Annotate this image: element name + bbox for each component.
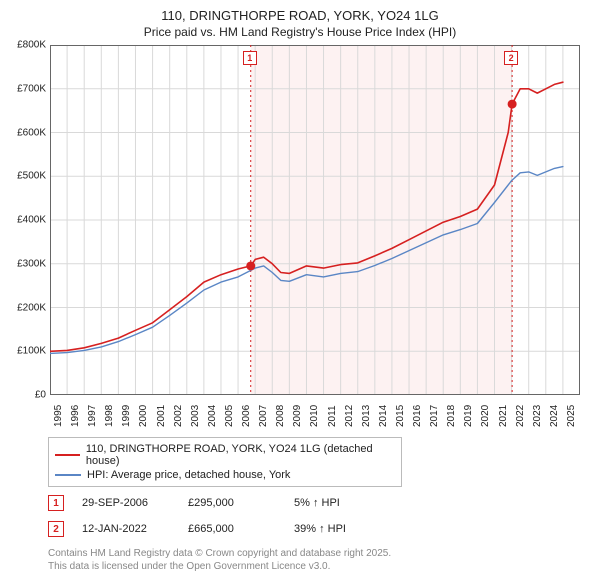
y-axis-label: £400K [17, 215, 46, 226]
page-subtitle: Price paid vs. HM Land Registry's House … [0, 23, 600, 45]
x-axis-label: 2024 [549, 405, 560, 427]
x-axis-label: 2018 [446, 405, 457, 427]
event-date: 29-SEP-2006 [82, 497, 170, 509]
x-axis-label: 2014 [378, 405, 389, 427]
x-axis-label: 2000 [138, 405, 149, 427]
x-axis-label: 2020 [480, 405, 491, 427]
y-axis-label: £300K [17, 258, 46, 269]
legend-item: HPI: Average price, detached house, York [55, 468, 395, 482]
x-axis-label: 2015 [395, 405, 406, 427]
x-axis-label: 2007 [258, 405, 269, 427]
x-axis-label: 2022 [515, 405, 526, 427]
event-date: 12-JAN-2022 [82, 523, 170, 535]
x-axis-label: 2005 [224, 405, 235, 427]
event-badge: 1 [48, 495, 64, 511]
x-axis-label: 2021 [498, 405, 509, 427]
legend-swatch [55, 474, 81, 476]
x-axis-label: 2017 [429, 405, 440, 427]
event-badge: 2 [504, 51, 518, 65]
events-table: 1 29-SEP-2006 £295,000 5% ↑ HPI 2 12-JAN-2022… [0, 493, 600, 539]
y-axis-label: £0 [35, 390, 46, 401]
legend-label: 110, DRINGTHORPE ROAD, YORK, YO24 1LG (d… [86, 443, 395, 467]
event-price: £295,000 [188, 497, 276, 509]
y-axis-label: £200K [17, 302, 46, 313]
x-axis-label: 2013 [361, 405, 372, 427]
license-line-1: Contains HM Land Registry data © Crown c… [48, 547, 600, 560]
x-axis-label: 2019 [463, 405, 474, 427]
x-axis-label: 1995 [53, 405, 64, 427]
license-text: Contains HM Land Registry data © Crown c… [48, 547, 600, 573]
page-title: 110, DRINGTHORPE ROAD, YORK, YO24 1LG [0, 0, 600, 23]
x-axis-label: 2006 [241, 405, 252, 427]
y-axis-label: £500K [17, 171, 46, 182]
event-badge: 2 [48, 521, 64, 537]
x-axis-label: 2001 [156, 405, 167, 427]
x-axis-label: 2023 [532, 405, 543, 427]
x-axis-label: 2010 [309, 405, 320, 427]
x-axis-label: 2008 [275, 405, 286, 427]
y-axis-label: £800K [17, 40, 46, 51]
x-axis-label: 1996 [70, 405, 81, 427]
chart-container: 110, DRINGTHORPE ROAD, YORK, YO24 1LG Pr… [0, 0, 600, 560]
x-axis-label: 1998 [104, 405, 115, 427]
y-axis-label: £600K [17, 127, 46, 138]
x-axis-label: 1997 [87, 405, 98, 427]
x-axis-label: 2011 [327, 405, 338, 427]
x-axis-label: 2025 [566, 405, 577, 427]
event-diff: 5% ↑ HPI [294, 497, 382, 509]
x-axis-label: 2004 [207, 405, 218, 427]
event-row: 1 29-SEP-2006 £295,000 5% ↑ HPI [48, 493, 600, 513]
event-badge: 1 [243, 51, 257, 65]
license-line-2: This data is licensed under the Open Gov… [48, 560, 600, 573]
event-diff: 39% ↑ HPI [294, 523, 382, 535]
x-axis-label: 1999 [121, 405, 132, 427]
legend-label: HPI: Average price, detached house, York [87, 469, 290, 481]
legend-item: 110, DRINGTHORPE ROAD, YORK, YO24 1LG (d… [55, 442, 395, 468]
event-row: 2 12-JAN-2022 £665,000 39% ↑ HPI [48, 519, 600, 539]
x-axis-label: 2002 [173, 405, 184, 427]
chart-svg [50, 45, 580, 395]
x-axis-label: 2012 [344, 405, 355, 427]
x-axis-label: 2016 [412, 405, 423, 427]
legend-swatch [55, 454, 80, 456]
legend: 110, DRINGTHORPE ROAD, YORK, YO24 1LG (d… [48, 437, 402, 487]
y-axis-label: £700K [17, 83, 46, 94]
x-axis-label: 2003 [190, 405, 201, 427]
chart-area: £0£100K£200K£300K£400K£500K£600K£700K£80… [50, 45, 580, 395]
y-axis-label: £100K [17, 346, 46, 357]
event-price: £665,000 [188, 523, 276, 535]
x-axis-label: 2009 [292, 405, 303, 427]
